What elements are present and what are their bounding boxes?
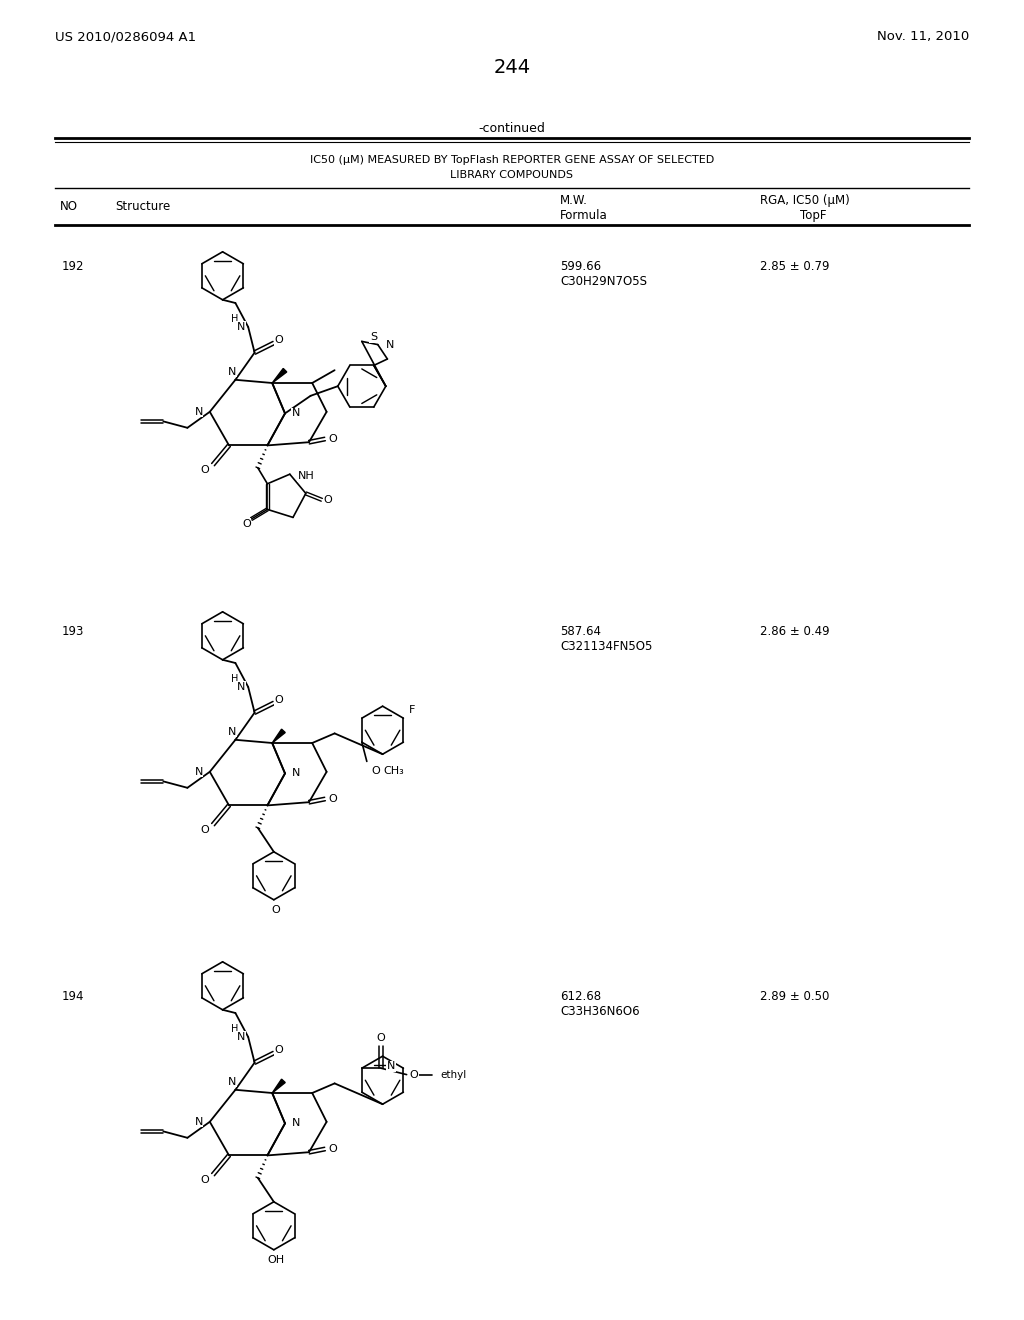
Polygon shape <box>272 1080 286 1093</box>
Text: N: N <box>237 682 245 692</box>
Text: RGA, IC50 (μM): RGA, IC50 (μM) <box>760 194 850 207</box>
Text: ethyl: ethyl <box>440 1069 467 1080</box>
Text: O: O <box>201 1175 209 1184</box>
Text: Structure: Structure <box>115 201 170 213</box>
Text: 587.64: 587.64 <box>560 624 601 638</box>
Text: N: N <box>195 767 203 776</box>
Text: N: N <box>292 768 300 779</box>
Text: 599.66: 599.66 <box>560 260 601 273</box>
Text: N: N <box>195 1117 203 1127</box>
Text: C33H36N6O6: C33H36N6O6 <box>560 1005 640 1018</box>
Text: O: O <box>274 696 284 705</box>
Text: O: O <box>201 825 209 834</box>
Text: O: O <box>410 1069 419 1080</box>
Text: 2.86 ± 0.49: 2.86 ± 0.49 <box>760 624 829 638</box>
Text: 194: 194 <box>62 990 85 1003</box>
Text: O: O <box>201 465 209 475</box>
Text: H: H <box>230 314 239 323</box>
Text: Nov. 11, 2010: Nov. 11, 2010 <box>877 30 969 44</box>
Text: N: N <box>228 1077 237 1086</box>
Text: O: O <box>372 766 381 776</box>
Polygon shape <box>272 729 286 743</box>
Text: O: O <box>242 519 251 529</box>
Text: N: N <box>386 339 394 350</box>
Text: H: H <box>230 675 239 684</box>
Text: CH₃: CH₃ <box>384 766 404 776</box>
Text: N: N <box>228 727 237 737</box>
Text: S: S <box>370 333 377 342</box>
Text: O: O <box>324 495 332 504</box>
Text: N: N <box>195 407 203 417</box>
Text: LIBRARY COMPOUNDS: LIBRARY COMPOUNDS <box>451 170 573 180</box>
Text: N: N <box>292 408 300 418</box>
Text: O: O <box>274 1045 284 1055</box>
Text: Formula: Formula <box>560 209 608 222</box>
Text: H: H <box>230 1024 239 1034</box>
Text: TopF: TopF <box>800 209 826 222</box>
Text: 2.85 ± 0.79: 2.85 ± 0.79 <box>760 260 829 273</box>
Text: N: N <box>387 1061 395 1072</box>
Text: C321134FN5O5: C321134FN5O5 <box>560 640 652 653</box>
Text: O: O <box>329 434 337 444</box>
Polygon shape <box>272 368 287 383</box>
Text: O: O <box>329 795 337 804</box>
Text: M.W.: M.W. <box>560 194 588 207</box>
Text: NH: NH <box>298 471 314 482</box>
Text: OH: OH <box>267 1255 285 1265</box>
Text: N: N <box>228 367 237 376</box>
Text: US 2010/0286094 A1: US 2010/0286094 A1 <box>55 30 197 44</box>
Text: F: F <box>409 705 415 715</box>
Text: O: O <box>274 335 284 345</box>
Text: NO: NO <box>60 201 78 213</box>
Text: N: N <box>237 1032 245 1041</box>
Text: N: N <box>237 322 245 333</box>
Text: 244: 244 <box>494 58 530 77</box>
Text: IC50 (μM) MEASURED BY TopFlash REPORTER GENE ASSAY OF SELECTED: IC50 (μM) MEASURED BY TopFlash REPORTER … <box>310 154 714 165</box>
Text: C30H29N7O5S: C30H29N7O5S <box>560 275 647 288</box>
Text: -continued: -continued <box>478 121 546 135</box>
Text: 193: 193 <box>62 624 84 638</box>
Text: 192: 192 <box>62 260 85 273</box>
Text: N: N <box>292 1118 300 1129</box>
Text: 612.68: 612.68 <box>560 990 601 1003</box>
Text: 2.89 ± 0.50: 2.89 ± 0.50 <box>760 990 829 1003</box>
Text: O: O <box>377 1032 385 1043</box>
Text: O: O <box>271 904 281 915</box>
Text: O: O <box>329 1144 337 1154</box>
